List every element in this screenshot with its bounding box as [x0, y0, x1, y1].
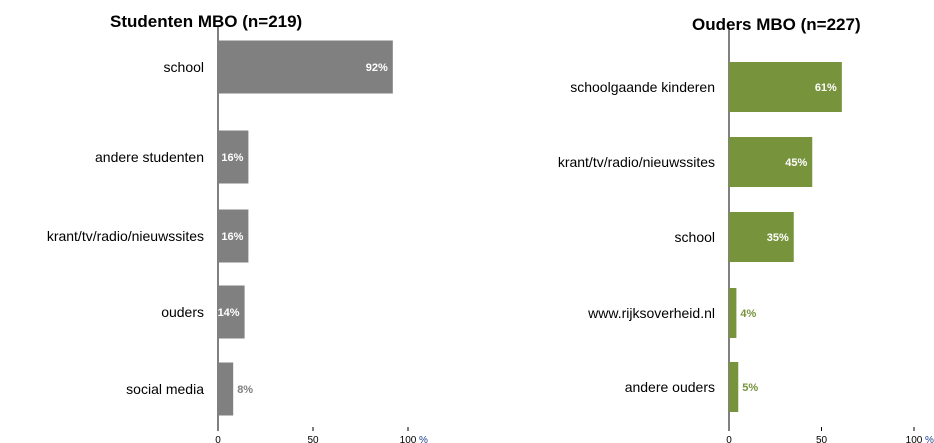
studenten-value-label-4: 8%: [237, 384, 253, 396]
studenten-value-label-0: 92%: [366, 62, 388, 74]
studenten-value-label-3: 14%: [218, 307, 240, 319]
studenten-bar-0: [218, 40, 393, 94]
studenten-category-label-3: ouders: [161, 304, 204, 320]
ouders-value-label-3: 4%: [740, 308, 756, 320]
studenten-bar-4: [218, 362, 234, 416]
studenten-category-label-1: andere studenten: [95, 149, 204, 165]
chart-title-ouders: Ouders MBO (n=227): [692, 15, 861, 34]
studenten-tick-label-2: 100: [400, 435, 417, 443]
studenten-tick-label-0: 0: [215, 435, 221, 443]
studenten-bar-2: [218, 209, 249, 263]
ouders-bar-3: [729, 288, 737, 338]
ouders-category-label-3: www.rijksoverheid.nl: [587, 305, 715, 321]
studenten-category-label-4: social media: [126, 381, 204, 397]
ouders-value-label-2: 35%: [767, 232, 789, 244]
studenten-tick-label-1: 50: [307, 435, 319, 443]
ouders-unit-label: %: [925, 435, 934, 443]
ouders-bar-4: [729, 362, 739, 412]
studenten-value-label-1: 16%: [221, 152, 243, 164]
ouders-value-label-1: 45%: [785, 157, 807, 169]
studenten-unit-label: %: [419, 435, 428, 443]
ouders-tick-label-0: 0: [726, 435, 732, 443]
ouders-category-label-2: school: [675, 229, 715, 245]
ouders-bar-2: [729, 212, 794, 262]
ouders-value-label-0: 61%: [815, 82, 837, 94]
studenten-category-label-0: school: [164, 59, 204, 75]
ouders-tick-label-1: 50: [816, 435, 828, 443]
studenten-bar-1: [218, 130, 249, 184]
studenten-bar-3: [218, 285, 245, 339]
ouders-category-label-1: krant/tv/radio/nieuwssites: [558, 154, 715, 170]
ouders-tick-label-2: 100: [906, 435, 923, 443]
chart-title-studenten: Studenten MBO (n=219): [110, 12, 303, 31]
ouders-value-label-4: 5%: [742, 382, 758, 394]
studenten-value-label-2: 16%: [221, 231, 243, 243]
ouders-bar-1: [729, 137, 813, 187]
ouders-bar-0: [729, 62, 842, 112]
ouders-category-label-0: schoolgaande kinderen: [570, 79, 715, 95]
studenten-category-label-2: krant/tv/radio/nieuwssites: [47, 228, 204, 244]
ouders-category-label-4: andere ouders: [625, 379, 715, 395]
